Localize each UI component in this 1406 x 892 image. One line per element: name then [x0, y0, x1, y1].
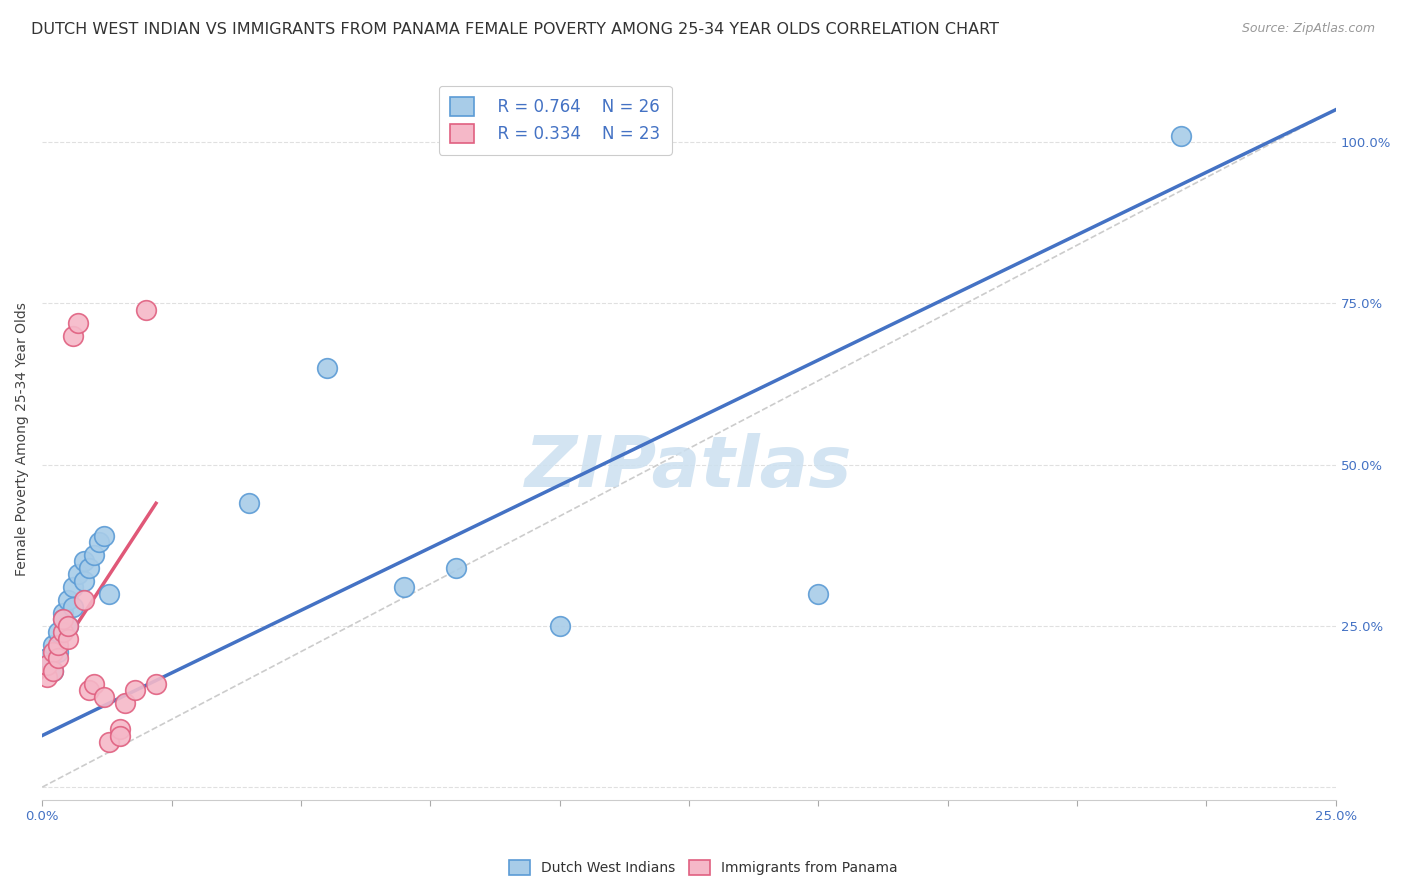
Point: [87, 535, 110, 549]
Point: [41, 638, 63, 652]
Point: [77, 683, 100, 698]
Text: Source: ZipAtlas.com: Source: ZipAtlas.com: [1241, 22, 1375, 36]
Point: [62, 599, 84, 614]
Point: [108, 722, 131, 736]
Point: [41, 664, 63, 678]
Point: [77, 561, 100, 575]
Point: [52, 612, 75, 626]
Point: [93, 690, 115, 704]
Point: [62, 580, 84, 594]
Point: [46, 645, 69, 659]
Point: [52, 606, 75, 620]
Point: [41, 664, 63, 678]
Point: [114, 696, 136, 710]
Point: [56, 593, 79, 607]
Legend: Dutch West Indians, Immigrants from Panama: Dutch West Indians, Immigrants from Pana…: [503, 855, 903, 880]
Point: [124, 683, 146, 698]
Point: [56, 632, 79, 646]
Point: [56, 619, 79, 633]
Point: [238, 496, 260, 510]
Point: [52, 625, 75, 640]
Point: [67, 567, 90, 582]
Point: [135, 302, 157, 317]
Point: [145, 677, 167, 691]
Point: [41, 645, 63, 659]
Point: [98, 586, 121, 600]
Point: [83, 677, 105, 691]
Point: [1170, 128, 1192, 143]
Point: [46, 651, 69, 665]
Point: [444, 561, 467, 575]
Point: [46, 638, 69, 652]
Point: [98, 735, 121, 749]
Point: [52, 612, 75, 626]
Point: [315, 360, 337, 375]
Point: [67, 316, 90, 330]
Point: [83, 548, 105, 562]
Point: [56, 619, 79, 633]
Point: [72, 554, 94, 568]
Point: [394, 580, 416, 594]
Point: [62, 328, 84, 343]
Point: [72, 574, 94, 588]
Point: [37, 651, 59, 665]
Point: [37, 671, 59, 685]
Text: ZIPatlas: ZIPatlas: [526, 434, 852, 502]
Point: [72, 593, 94, 607]
Point: [108, 729, 131, 743]
Point: [548, 619, 571, 633]
Point: [37, 657, 59, 672]
Point: [46, 625, 69, 640]
Y-axis label: Female Poverty Among 25-34 Year Olds: Female Poverty Among 25-34 Year Olds: [15, 301, 30, 575]
Point: [93, 528, 115, 542]
Point: [807, 586, 830, 600]
Legend:   R = 0.764    N = 26,   R = 0.334    N = 23: R = 0.764 N = 26, R = 0.334 N = 23: [439, 86, 672, 155]
Text: DUTCH WEST INDIAN VS IMMIGRANTS FROM PANAMA FEMALE POVERTY AMONG 25-34 YEAR OLDS: DUTCH WEST INDIAN VS IMMIGRANTS FROM PAN…: [31, 22, 998, 37]
